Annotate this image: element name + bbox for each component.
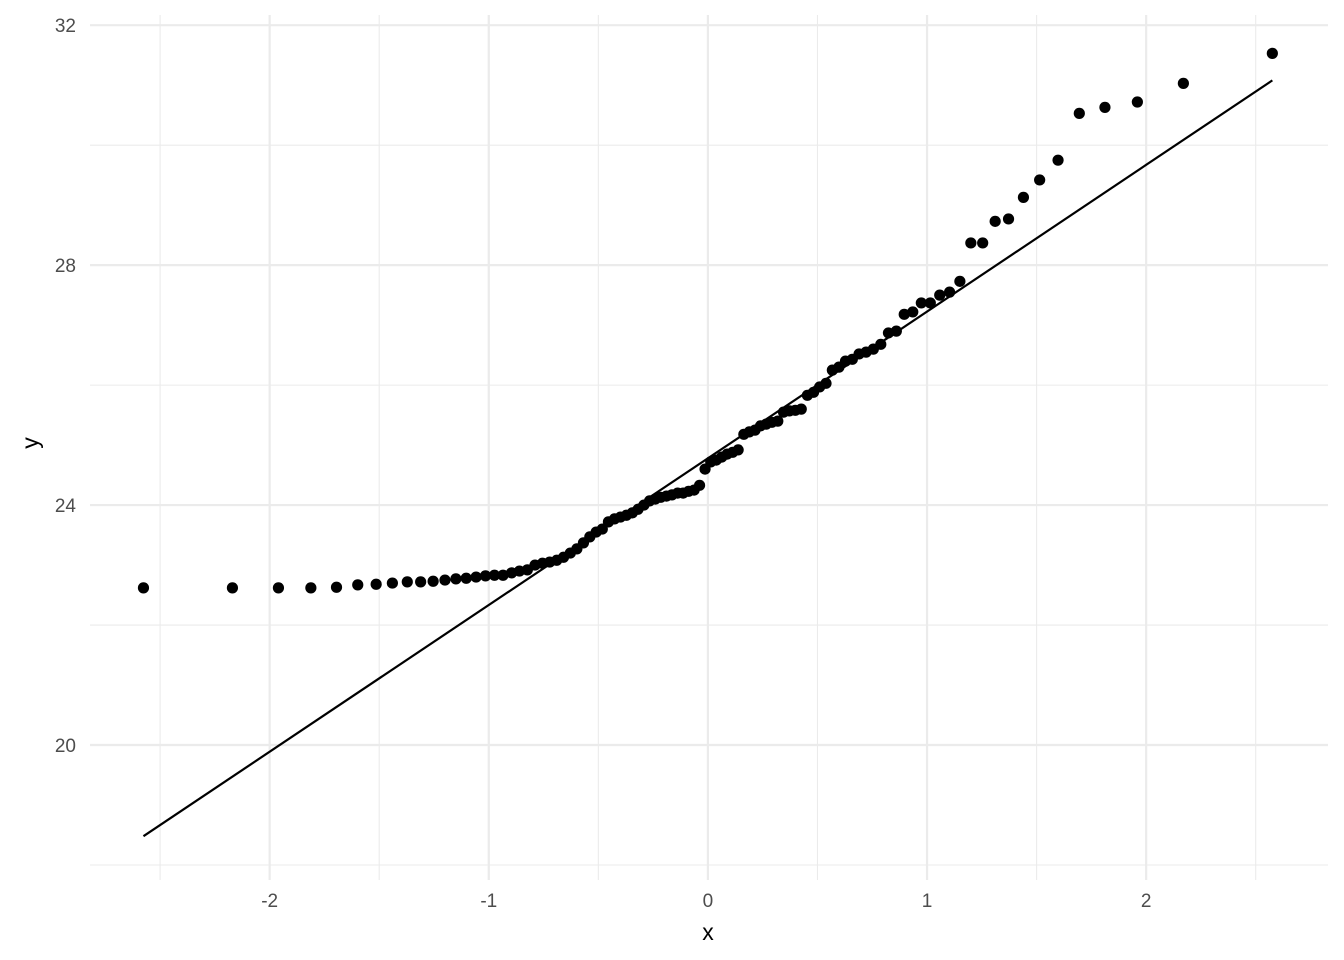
data-point: [1099, 101, 1111, 113]
data-point: [460, 572, 472, 584]
data-point: [772, 415, 784, 427]
data-point: [1002, 213, 1015, 225]
y-tick-label: 24: [55, 496, 77, 517]
data-point: [977, 237, 989, 249]
data-point: [907, 306, 919, 318]
data-point: [479, 570, 492, 582]
data-point: [1034, 174, 1046, 186]
data-point: [415, 576, 427, 588]
x-tick-label: -1: [480, 891, 497, 912]
data-point: [890, 325, 902, 337]
data-point: [934, 289, 946, 301]
y-tick-label: 32: [55, 16, 76, 37]
data-point: [1052, 154, 1064, 166]
x-tick-label: 1: [922, 891, 933, 912]
data-point: [1017, 191, 1030, 203]
data-point: [470, 571, 482, 583]
data-point: [439, 574, 451, 586]
x-axis-title: x: [702, 919, 714, 945]
data-point: [386, 577, 398, 589]
data-point: [1073, 107, 1085, 119]
data-point: [989, 215, 1001, 227]
data-point: [272, 582, 285, 594]
data-point: [693, 479, 706, 491]
data-point: [401, 576, 413, 588]
x-tick-label: 0: [703, 891, 714, 912]
y-tick-labels: 20 24 28 32: [55, 16, 77, 757]
data-point: [954, 275, 966, 287]
data-point: [305, 582, 317, 594]
x-tick-label: 2: [1141, 891, 1152, 912]
data-point: [137, 582, 150, 594]
data-point: [795, 403, 807, 415]
data-point: [875, 338, 887, 350]
data-point: [488, 569, 501, 581]
data-point: [732, 444, 744, 456]
data-point: [898, 308, 910, 320]
data-point: [943, 286, 956, 298]
data-point: [1266, 47, 1278, 59]
y-tick-label: 20: [55, 736, 76, 757]
data-point: [427, 575, 439, 587]
data-point: [1131, 96, 1143, 108]
major-gridlines: [90, 15, 1328, 880]
x-tick-label: -2: [261, 891, 278, 912]
data-point: [1177, 77, 1189, 89]
data-point: [915, 297, 927, 309]
data-point: [352, 579, 364, 591]
y-axis-title: y: [17, 437, 43, 449]
data-point: [820, 377, 832, 389]
data-point: [226, 582, 239, 594]
y-tick-label: 28: [55, 256, 76, 277]
data-point: [965, 237, 977, 249]
data-point: [450, 573, 462, 585]
data-point: [924, 297, 936, 309]
data-point: [497, 569, 509, 581]
data-point: [330, 581, 343, 593]
data-points: [137, 47, 1278, 594]
x-tick-labels: -2 -1 0 1 2: [261, 891, 1151, 912]
data-point: [370, 578, 382, 590]
